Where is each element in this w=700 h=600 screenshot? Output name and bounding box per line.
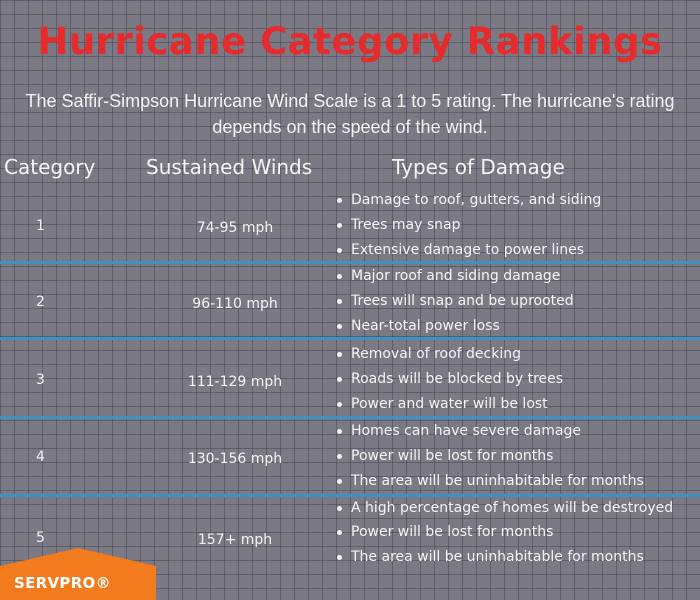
winds-value: 74-95 mph (196, 220, 274, 236)
list-item: Power will be lost for months (335, 520, 700, 545)
table-row: 4 130-156 mph Homes can have severe dama… (0, 419, 700, 493)
header-types-of-damage: Types of Damage (392, 155, 565, 179)
list-item: A high percentage of homes will be destr… (335, 496, 700, 520)
damage-list: Major roof and siding damage Trees will … (335, 264, 700, 339)
table-row: 1 74-95 mph Damage to roof, gutters, and… (0, 188, 700, 262)
table-row: 3 111-129 mph Removal of roof decking Ro… (0, 342, 700, 416)
logo-roof-icon (0, 548, 156, 566)
damage-list: Damage to roof, gutters, and siding Tree… (335, 188, 700, 263)
page-title: Hurricane Category Rankings (37, 20, 663, 63)
servpro-logo: SERVPRO® (0, 548, 160, 600)
list-item: Major roof and siding damage (335, 264, 700, 289)
category-value: 1 (36, 218, 45, 234)
list-item: Extensive damage to power lines (335, 238, 700, 263)
damage-list: A high percentage of homes will be destr… (335, 496, 700, 570)
row-divider (0, 494, 700, 497)
list-item: Power and water will be lost (335, 392, 700, 417)
table-row: 2 96-110 mph Major roof and siding damag… (0, 264, 700, 338)
list-item: Damage to roof, gutters, and siding (335, 188, 700, 213)
header-sustained-winds: Sustained Winds (146, 155, 313, 179)
list-item: Near-total power loss (335, 314, 700, 339)
list-item: The area will be uninhabitable for month… (335, 469, 700, 494)
list-item: Roads will be blocked by trees (335, 367, 700, 392)
row-divider (0, 337, 700, 340)
winds-value: 111-129 mph (187, 374, 283, 390)
list-item: The area will be uninhabitable for month… (335, 545, 700, 570)
winds-value: 130-156 mph (187, 451, 283, 467)
list-item: Homes can have severe damage (335, 419, 700, 444)
page-subtitle: The Saffir-Simpson Hurricane Wind Scale … (25, 91, 675, 137)
category-value: 4 (36, 449, 45, 465)
winds-value: 96-110 mph (192, 296, 278, 312)
row-divider (0, 416, 700, 419)
row-divider (0, 261, 700, 264)
winds-value: 157+ mph (197, 532, 273, 548)
category-value: 5 (36, 530, 45, 546)
list-item: Trees may snap (335, 213, 700, 238)
damage-list: Homes can have severe damage Power will … (335, 419, 700, 494)
table-row: 5 157+ mph A high percentage of homes wi… (0, 496, 700, 596)
logo-text: SERVPRO® (14, 574, 111, 592)
list-item: Trees will snap and be uprooted (335, 289, 700, 314)
category-value: 2 (36, 294, 45, 310)
category-value: 3 (36, 372, 45, 388)
list-item: Removal of roof decking (335, 342, 700, 367)
header-category: Category (4, 155, 96, 179)
logo-bar (0, 566, 156, 600)
damage-list: Removal of roof decking Roads will be bl… (335, 342, 700, 417)
list-item: Power will be lost for months (335, 444, 700, 469)
